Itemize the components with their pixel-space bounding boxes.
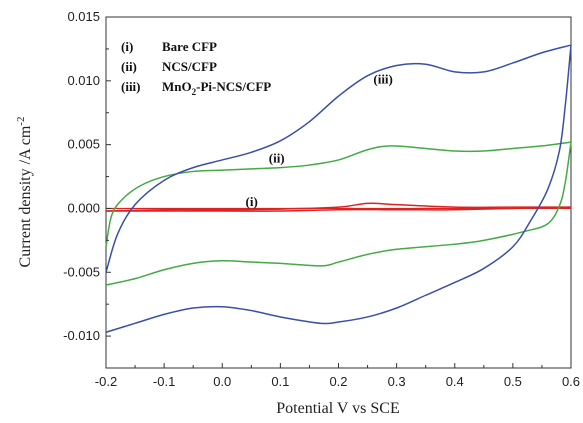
x-tick-label: 0.0 bbox=[213, 374, 231, 389]
x-tick-label: 0.6 bbox=[562, 374, 580, 389]
y-tick-label: 0.005 bbox=[67, 137, 100, 152]
y-tick-label: 0.010 bbox=[67, 73, 100, 88]
annotation-label: (ii) bbox=[269, 151, 285, 166]
x-axis-title: Potential V vs SCE bbox=[276, 400, 399, 417]
series-ii-reverse-scan bbox=[105, 141, 572, 286]
legend: (i) Bare CFP (ii) NCS/CFP (iii) MnO2-Pi-… bbox=[121, 39, 271, 97]
legend-entry-i-num: (i) bbox=[121, 39, 133, 54]
series-ii-group bbox=[105, 141, 572, 286]
series-iii-group bbox=[105, 44, 572, 333]
annotations: (i) (ii) (iii) bbox=[246, 71, 393, 209]
y-axis: -0.010 -0.005 0.000 0.005 0.010 0.015 bbox=[63, 9, 111, 369]
series-iii-reverse-scan bbox=[105, 45, 572, 333]
y-tick-label: -0.005 bbox=[63, 264, 100, 279]
series-iii-forward-scan bbox=[105, 44, 572, 273]
y-axis-title-sup: -2 bbox=[15, 117, 27, 126]
x-tick-label: 0.2 bbox=[329, 374, 347, 389]
series-i-reverse-scan bbox=[106, 206, 572, 212]
series-i-forward-scan bbox=[105, 202, 571, 212]
legend-entry-iii-post: -Pi-NCS/CFP bbox=[196, 79, 271, 94]
x-tick-label: -0.2 bbox=[95, 374, 117, 389]
legend-entry-ii-num: (ii) bbox=[121, 59, 137, 74]
legend-entry-ii-text: NCS/CFP bbox=[162, 59, 217, 74]
legend-entry-iii-sub: 2 bbox=[192, 87, 197, 97]
series-i-group bbox=[105, 202, 572, 212]
y-axis-title-main: Current density /A cm bbox=[17, 125, 34, 267]
series-layer bbox=[105, 44, 572, 333]
y-tick-label: 0.015 bbox=[67, 9, 100, 24]
y-axis-title: Current density /A cm-2 bbox=[15, 117, 34, 268]
x-tick-label: 0.1 bbox=[271, 374, 289, 389]
x-tick-label: 0.4 bbox=[446, 374, 464, 389]
legend-entry-iii-pre: MnO bbox=[162, 79, 192, 94]
legend-entry-iii-text: MnO2-Pi-NCS/CFP bbox=[162, 79, 271, 97]
y-tick-label: 0.000 bbox=[67, 200, 100, 215]
legend-entry-iii-num: (iii) bbox=[121, 79, 141, 94]
x-tick-label: 0.5 bbox=[504, 374, 522, 389]
annotation-label: (i) bbox=[246, 194, 258, 209]
x-axis: -0.2 -0.1 0.0 0.1 0.2 0.3 0.4 0.5 0.6 bbox=[95, 363, 580, 389]
annotation-label: (iii) bbox=[373, 71, 393, 86]
x-tick-label: 0.3 bbox=[388, 374, 406, 389]
y-tick-label: -0.010 bbox=[63, 328, 100, 343]
legend-entry-i-text: Bare CFP bbox=[162, 39, 217, 54]
x-tick-label: -0.1 bbox=[153, 374, 175, 389]
series-ii-forward-scan bbox=[105, 141, 572, 247]
